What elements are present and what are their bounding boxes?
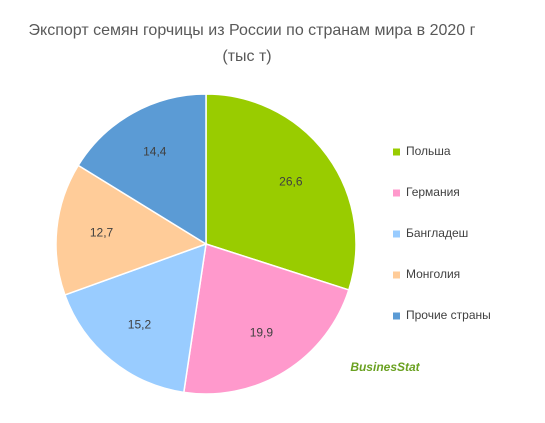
data-label: 12,7: [90, 225, 114, 239]
legend-swatch: [393, 230, 400, 238]
legend-label: Прочие страны: [406, 308, 491, 322]
data-label: 19,9: [250, 325, 274, 339]
pie-slice: [77, 93, 207, 246]
data-label: 26,6: [279, 174, 303, 188]
pie-slice: [55, 164, 208, 296]
legend-swatch: [393, 312, 400, 320]
legend-label: Польша: [406, 144, 451, 158]
legend-swatch: [393, 148, 400, 156]
pie-slice: [63, 242, 207, 394]
data-label: 15,2: [128, 317, 152, 331]
watermark: BusinesStat: [350, 360, 420, 374]
legend-label: Монголия: [406, 267, 460, 281]
legend-label: Бангладеш: [406, 226, 468, 240]
legend-swatch: [393, 271, 400, 279]
chart-title: Экспорт семян горчицы из России по стран…: [29, 22, 476, 39]
chart-subtitle: (тыс т): [222, 48, 271, 65]
legend-swatch: [393, 189, 400, 197]
data-label: 14,4: [143, 145, 167, 159]
pie-slice: [182, 243, 350, 395]
legend-label: Германия: [406, 185, 460, 199]
pie-slice: [205, 93, 357, 291]
